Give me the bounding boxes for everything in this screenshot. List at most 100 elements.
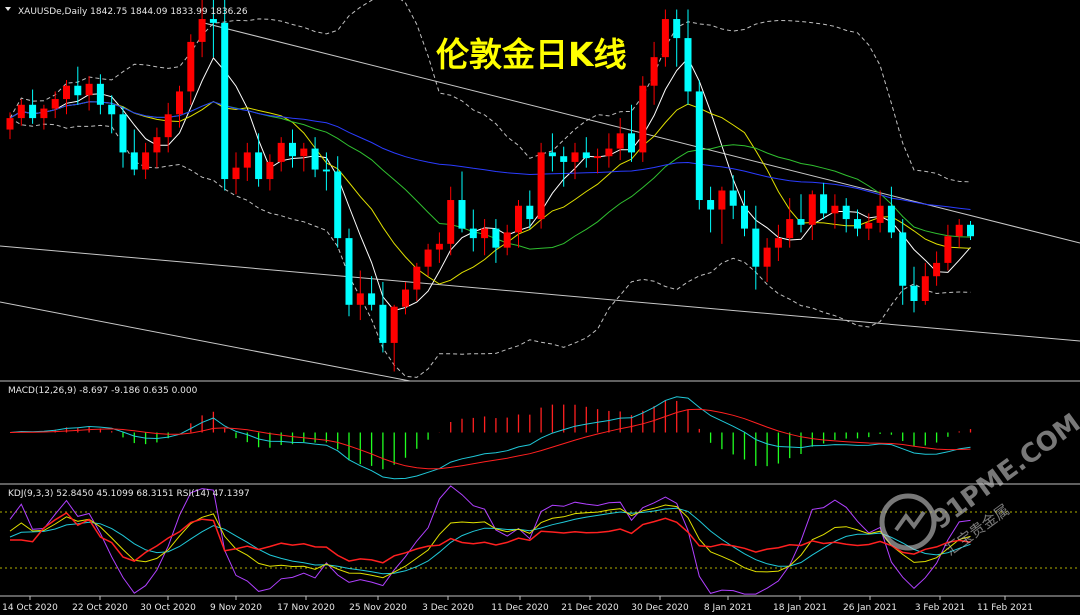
x-tick-label: 3 Feb 2021	[915, 603, 965, 613]
candle-body	[85, 83, 93, 96]
x-tick-label: 9 Nov 2020	[210, 603, 262, 613]
x-tick-label: 8 Jan 2021	[704, 603, 752, 613]
candle-body	[763, 247, 771, 267]
candle-body	[808, 194, 816, 225]
candle-body	[289, 142, 296, 157]
candle-body	[402, 289, 409, 307]
x-tick-label: 17 Nov 2020	[277, 603, 335, 613]
panel-frames	[0, 380, 1080, 597]
candle-body	[910, 285, 918, 301]
candle-body	[887, 205, 895, 233]
x-axis: 14 Oct 2020 22 Oct 2020 30 Oct 2020 9 Nov 2…	[2, 596, 1033, 613]
candle-body	[718, 190, 726, 210]
candle-body	[899, 232, 907, 286]
price-header: XAUUSDe,Daily 1842.75 1844.09 1833.99 18…	[18, 7, 248, 17]
candle-body	[955, 224, 963, 237]
candle-body	[639, 85, 647, 153]
candle-body	[232, 167, 240, 180]
x-tick-label: 11 Feb 2021	[977, 603, 1033, 613]
candle-body	[515, 205, 522, 233]
candle-body	[650, 57, 658, 86]
bollinger-lower-line	[9, 117, 971, 378]
x-tick-label: 22 Oct 2020	[72, 603, 128, 613]
trend-line-lower	[0, 245, 1080, 342]
candle-body	[458, 200, 466, 229]
candle-body	[142, 152, 150, 170]
candle-body	[469, 228, 477, 239]
kdj-d-line	[9, 507, 971, 575]
candle-body	[526, 205, 534, 220]
candle-body	[560, 156, 568, 162]
candle-body	[661, 19, 669, 58]
candle-body	[435, 243, 443, 250]
macd-dea-line	[9, 408, 971, 470]
candle-body	[243, 152, 251, 168]
kdj-k-line	[9, 504, 971, 579]
candle-body	[447, 200, 455, 244]
x-tick-label: 18 Jan 2021	[773, 603, 827, 613]
candle-body	[51, 99, 59, 109]
candle-body	[707, 200, 715, 210]
candle-body	[797, 219, 805, 225]
x-tick-label: 21 Dec 2020	[561, 603, 619, 613]
candle-body	[108, 104, 116, 115]
watermark-check-icon	[894, 510, 926, 532]
candle-body	[820, 194, 828, 214]
candle-body	[356, 293, 364, 305]
candle-body	[345, 238, 353, 305]
x-tick-label: 11 Dec 2020	[491, 603, 549, 613]
candle-body	[74, 85, 82, 96]
candle-body	[368, 293, 376, 305]
candle-body	[865, 222, 873, 229]
candle-body	[311, 148, 319, 170]
candle-body	[130, 152, 138, 170]
candle-body	[854, 219, 861, 229]
candle-body	[571, 152, 579, 162]
candle-body	[582, 152, 590, 159]
trend-line-channel	[0, 301, 411, 382]
candle-body	[548, 152, 556, 157]
candle-body	[921, 276, 929, 301]
candle-body	[413, 266, 421, 290]
x-tick-label: 26 Jan 2021	[843, 603, 897, 613]
ma10-line	[9, 100, 971, 285]
macd-dif-line	[9, 396, 971, 480]
candle-body	[255, 152, 263, 180]
candle-body	[684, 38, 692, 92]
candle-body	[492, 228, 500, 248]
macd-histogram	[9, 396, 972, 480]
kdj-header: KDJ(9,3,3) 52.8450 45.1099 68.3151 RSI(1…	[8, 489, 250, 499]
candle-body	[967, 224, 974, 237]
candle-body	[29, 104, 37, 119]
candle-body	[119, 114, 127, 153]
x-tick-label: 30 Dec 2020	[631, 603, 689, 613]
candle-body	[209, 19, 217, 23]
kdj-lines	[0, 485, 1080, 595]
ma20-line	[9, 101, 971, 250]
ma5-line	[9, 57, 971, 312]
candle-body	[424, 249, 432, 267]
candlestick-series	[6, 0, 974, 372]
candle-body	[695, 91, 703, 201]
candle-body	[729, 190, 737, 206]
candle-body	[6, 118, 14, 130]
candle-body	[63, 85, 70, 100]
dropdown-triangle-icon[interactable]	[5, 7, 11, 11]
candle-body	[17, 104, 25, 119]
candle-body	[933, 262, 941, 277]
candle-body	[842, 205, 850, 220]
chart-title: 伦敦金日K线	[436, 35, 627, 74]
candle-body	[628, 133, 635, 153]
candle-body	[176, 91, 183, 115]
candle-body	[40, 108, 48, 119]
candle-body	[221, 22, 229, 180]
bollinger-upper-line	[9, 0, 971, 183]
x-tick-label: 25 Nov 2020	[349, 603, 407, 613]
candle-body	[605, 148, 613, 157]
candle-body	[741, 205, 748, 229]
candle-body	[277, 142, 285, 162]
candle-body	[379, 304, 387, 343]
candle-body	[876, 205, 884, 223]
x-tick-label: 14 Oct 2020	[2, 603, 58, 613]
